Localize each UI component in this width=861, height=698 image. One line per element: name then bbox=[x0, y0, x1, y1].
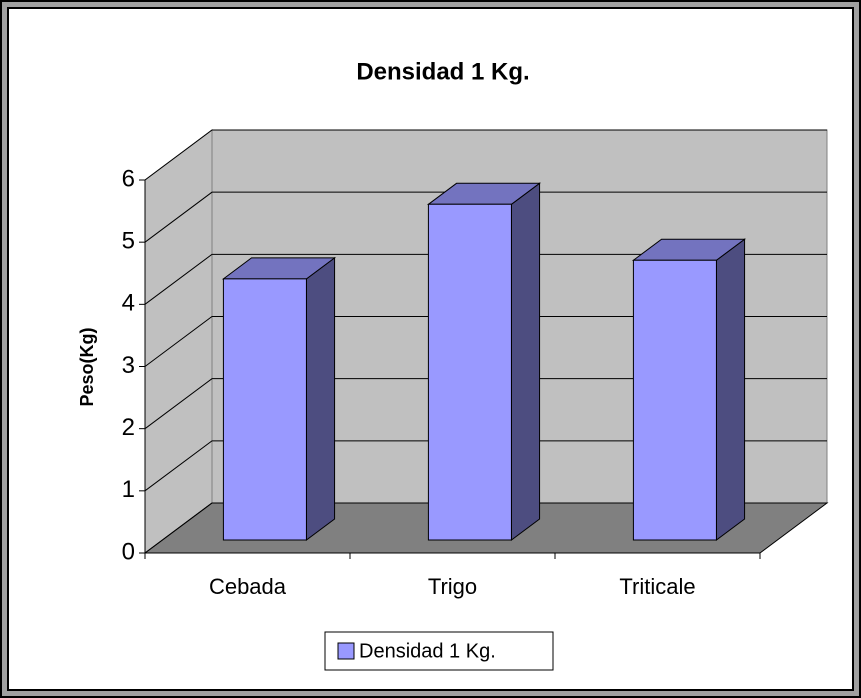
y-tick-label: 6 bbox=[122, 165, 135, 192]
chart-title: Densidad 1 Kg. bbox=[356, 58, 529, 85]
grid-line bbox=[144, 191, 827, 243]
legend-swatch bbox=[337, 642, 355, 660]
x-tick-label: Cebada bbox=[209, 574, 287, 599]
grid-line bbox=[144, 316, 827, 367]
bar-side bbox=[715, 238, 746, 541]
grid-line bbox=[144, 129, 827, 181]
plot: 0 1 2 3 4 5 6 Cebada Trigo Triticale bbox=[122, 129, 829, 599]
y-tick-label: 4 bbox=[122, 290, 135, 317]
grid-line bbox=[144, 378, 827, 430]
y-tick-label: 5 bbox=[122, 228, 135, 255]
y-tick-label: 0 bbox=[122, 538, 135, 565]
bar-side bbox=[305, 256, 336, 541]
x-tick-label: Trigo bbox=[428, 574, 477, 599]
y-axis-label: Peso(Kg) bbox=[77, 327, 97, 406]
bar bbox=[632, 259, 717, 541]
grid-line bbox=[144, 440, 827, 492]
x-tick-label: Triticale bbox=[619, 574, 695, 599]
y-tick-label: 2 bbox=[122, 414, 135, 441]
y-tick-label: 3 bbox=[122, 352, 135, 379]
y-tick-label: 1 bbox=[122, 476, 135, 503]
grid-line bbox=[144, 502, 827, 554]
legend-label: Densidad 1 Kg. bbox=[359, 640, 496, 662]
grid-line bbox=[144, 253, 827, 305]
bar-side bbox=[510, 182, 541, 541]
bar bbox=[427, 203, 512, 541]
bar bbox=[222, 278, 307, 541]
legend bbox=[324, 631, 554, 671]
